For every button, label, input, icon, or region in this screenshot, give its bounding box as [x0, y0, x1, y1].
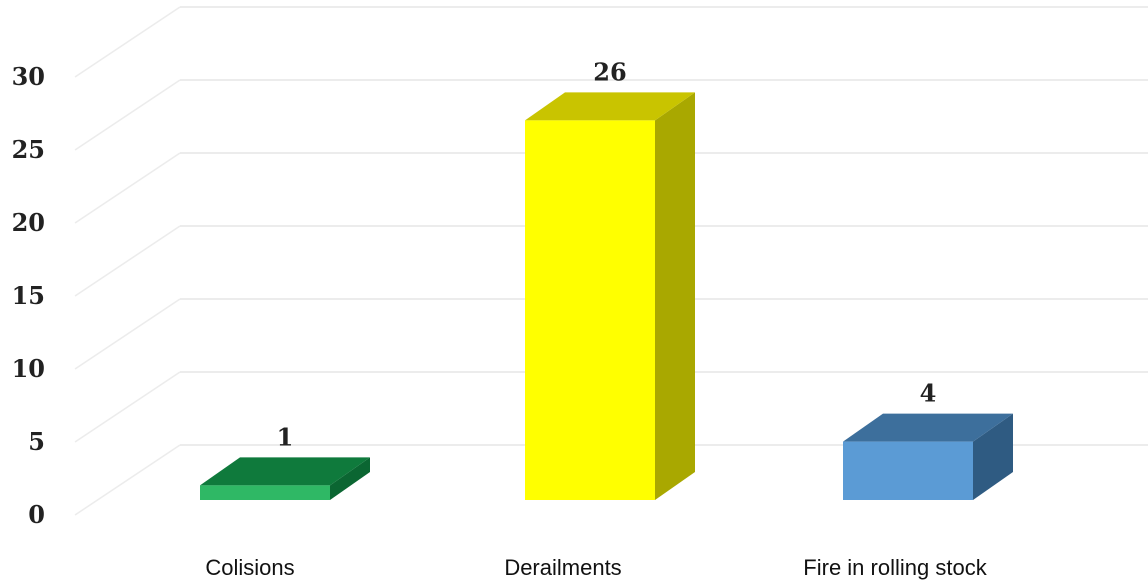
y-tick-label: 20 — [12, 208, 45, 237]
bar-front-face — [200, 485, 330, 500]
bar-side-face — [655, 92, 695, 501]
x-tick-label: Fire in rolling stock — [803, 555, 987, 580]
bar-side-face — [973, 413, 1013, 500]
data-label: 26 — [593, 57, 626, 86]
bar-top-face — [843, 413, 1013, 442]
bar-front-face — [843, 441, 973, 500]
grid-line-side — [74, 6, 181, 78]
x-tick-label: Derailments — [504, 555, 621, 580]
grid-line-side — [74, 225, 181, 297]
bar-side-face — [330, 457, 370, 500]
bar-front-face — [525, 120, 655, 501]
x-tick-label: Colisions — [205, 555, 294, 580]
y-tick-label: 10 — [12, 354, 45, 383]
y-tick-label: 25 — [12, 135, 45, 164]
bar-derailments — [525, 92, 695, 501]
y-axis-ticks: 0 5 10 15 20 25 30 — [12, 62, 45, 529]
grid-line-side — [74, 152, 181, 224]
grid-line-side — [74, 371, 181, 443]
bar-fire-in-rolling-stock — [843, 413, 1013, 500]
bar-colisions — [200, 457, 370, 500]
grid-line-side — [74, 298, 181, 370]
bar-top-face — [200, 457, 370, 486]
y-tick-label: 5 — [28, 427, 45, 456]
y-tick-label: 0 — [28, 500, 45, 529]
x-axis-ticks: Colisions Derailments Fire in rolling stoc… — [205, 555, 987, 580]
bars: 1 26 4 — [200, 57, 1013, 501]
grid-line-side — [74, 79, 181, 151]
data-label: 1 — [277, 422, 294, 451]
data-label: 4 — [920, 379, 937, 408]
bar-top-face — [525, 92, 695, 121]
y-tick-label: 30 — [12, 62, 45, 91]
grid-line-side — [74, 444, 181, 516]
y-tick-label: 15 — [12, 281, 45, 310]
